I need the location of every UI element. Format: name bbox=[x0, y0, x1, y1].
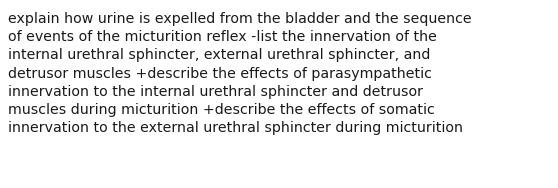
Text: explain how urine is expelled from the bladder and the sequence
of events of the: explain how urine is expelled from the b… bbox=[8, 12, 472, 135]
